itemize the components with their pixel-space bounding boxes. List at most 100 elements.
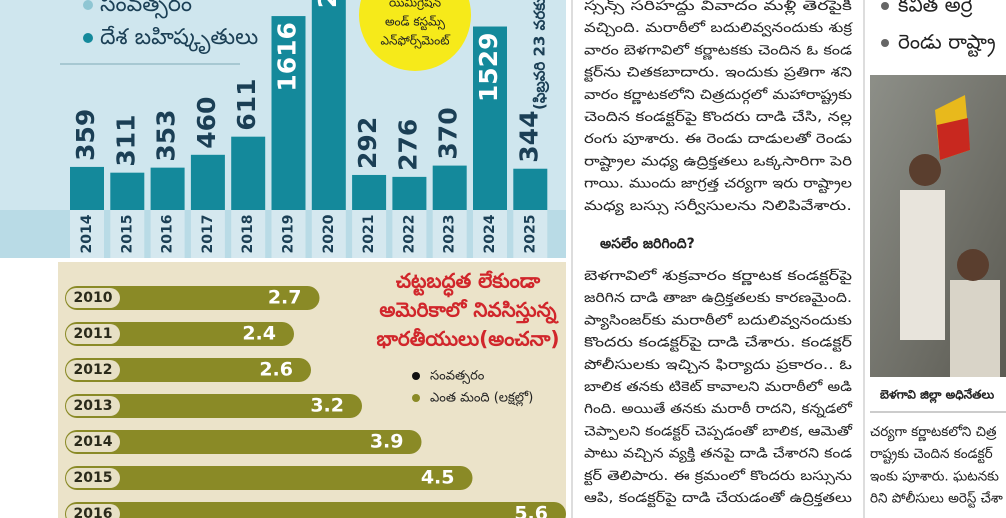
bar [190,154,225,210]
legend-label: ఎంత మంది (లక్షల్లో) [430,391,533,407]
value-label: 2.6 [259,359,293,381]
article-line: ఆపి, కండక్టర్‌పై దాడి చేయడంతో ఉద్రిక్తతల… [584,490,852,508]
year-cell [231,210,266,258]
article-line: వచ్చింది. మరాఠీలో బదులివ్వనందుకు శుక్ర [584,20,853,37]
value-label: 359 [71,109,100,161]
article-heading: అసలేం జరిగింది? [600,236,695,252]
value-label: 611 [232,78,261,130]
year-cell [190,210,225,258]
legend-label: సంవత్సరం [100,0,192,19]
x-tick-label: 2017 [200,215,216,254]
photo-figure [957,249,989,281]
legend-dot [83,33,93,43]
bullet [881,39,889,47]
year-cell [150,210,185,258]
x-tick-label: 2022 [401,215,417,254]
value-label: 3.9 [370,431,404,453]
sidebar-bullet: రెండు రాష్ట్రా [898,30,996,58]
photo-figure [909,154,941,186]
bar [271,16,306,210]
value-label: 344 [514,111,543,163]
article-line: గాయి. ముందు జాగ్రత్త చర్యగా ఇరు రాష్ట్రా… [584,176,852,194]
y-tick-label: 2012 [74,362,113,378]
bar [311,0,346,210]
year-cell [513,210,548,258]
bar [231,136,266,210]
article-line: మధ్య బస్సు సర్వీసులను నిలిపివేశారు. [584,198,852,216]
year-cell [70,210,104,258]
x-tick-label: 2024 [482,214,498,253]
article-line: క్టర్ తెలిపారు. ఈ క్రమంలో కొందరు బస్సును [583,468,852,486]
bar [150,167,185,210]
legend-dot [412,372,420,380]
legend-label: దేశ బహిష్కృతులు [100,25,258,54]
y-tick-label: 2014 [74,434,113,450]
article-line: బాలిక తనకు టికెట్ కావాలని మరాఠీలో అడి [584,379,852,395]
article-line: చెందిన కండక్టర్‌పై కొందరు దాడి చేసి, నల్… [584,109,853,127]
sidebar-line: రిని పోలీసులు అరెస్ట్ చేశా [870,491,1003,509]
year-pill [66,468,120,488]
bullet [881,2,889,10]
article-line: చెప్పాలని కండక్టర్ చెప్పడంతో బాలిక, ఆమెత… [584,423,853,441]
x-tick-label: 2016 [160,215,176,254]
article-line: రాష్ట్రాల మధ్య ఉద్రిక్తతలు ఒక్కసారిగా పె… [584,153,852,171]
article-line: బెళగావిలో శుక్రవారం కర్ణాటక కండక్టర్‌పై [584,268,853,286]
bar [65,430,422,454]
x-tick-label: 2019 [281,215,297,254]
bar [65,286,320,310]
x-tick-label: 2014 [79,214,95,253]
bar [65,502,566,518]
sidebar-line: రాష్ట్రకు చెందిన కండక్టర్ [870,446,993,464]
photo-figure [950,280,1000,377]
value-label: 4.5 [421,467,455,489]
bar [110,172,145,210]
legend-dot [412,394,420,402]
annotation: యిమిగ్రేషన్ [389,0,441,11]
bar [65,394,362,418]
year-pill [66,432,120,452]
photo-caption: బెళగావి జిల్లా అధినేతలు [880,388,994,404]
year-pill [66,324,120,344]
article-line: వారం కర్ణాటకలోని చిత్రదుర్గలో మహారాష్ట్ర… [584,87,852,105]
article-line: పాటు వచ్చిన వ్యక్తి తనపై దాడి చేశారని కం… [584,446,852,464]
article-line: పోలీసులకు ఇచ్చిన ఫిర్యాదు ప్రకారం.. ఓ [584,357,852,375]
year-cell [311,210,346,258]
chart-title: అమెరికాలో నివసిస్తున్న [379,298,559,325]
year-cell [392,210,427,258]
bar [392,176,427,210]
article-line: వారం బెళగావిలో కర్ణాటకకు చెందిన ఓ కండ [584,42,852,60]
bar [65,358,311,382]
year-cell [271,210,306,258]
x-tick-label: 2015 [119,215,135,254]
year-pill [66,504,120,518]
annotation-bubble [359,0,471,71]
photo-figure [900,190,945,340]
y-tick-label: 2015 [74,470,113,486]
value-label: 2.4 [242,323,276,345]
article-line: రంగు పూశారు. ఈ రెండు దాడులతో రెండు [584,131,852,147]
sidebar-line: చర్యగా కర్ణాటకలోని చిత్ర [870,424,997,442]
bar [65,466,473,490]
year-cell [432,210,467,258]
note: (ఫిబ్రవరి 23 వరకు) [531,0,550,110]
legend-label: సంవత్సరం [430,369,485,385]
x-tick-label: 2023 [442,215,458,254]
sidebar-line: ఇంకు పూశారు. ఘటనకు [870,468,999,484]
year-pill [66,360,120,380]
annotation: ఎన్‌ఫోర్స్‌మెంట్ [381,34,452,50]
y-tick-label: 2013 [74,398,113,414]
value-label: 353 [152,109,181,161]
bar [473,26,507,210]
annotation: అండ్ కస్టమ్స్ [385,15,445,31]
year-pill [66,396,120,416]
value-label: 5.6 [514,503,548,518]
x-tick-label: 2025 [522,215,538,254]
year-cell [352,210,387,258]
bar [513,168,548,210]
photo-flag [937,118,970,160]
x-tick-label: 2021 [361,215,377,254]
value-label: 1529 [474,33,503,103]
sidebar-bullet: కవిత అర్రె [898,0,973,18]
article-line: స్సన్స్ సరిహద్దు వివాదం మళ్లీ తెరపైకి [584,0,852,16]
